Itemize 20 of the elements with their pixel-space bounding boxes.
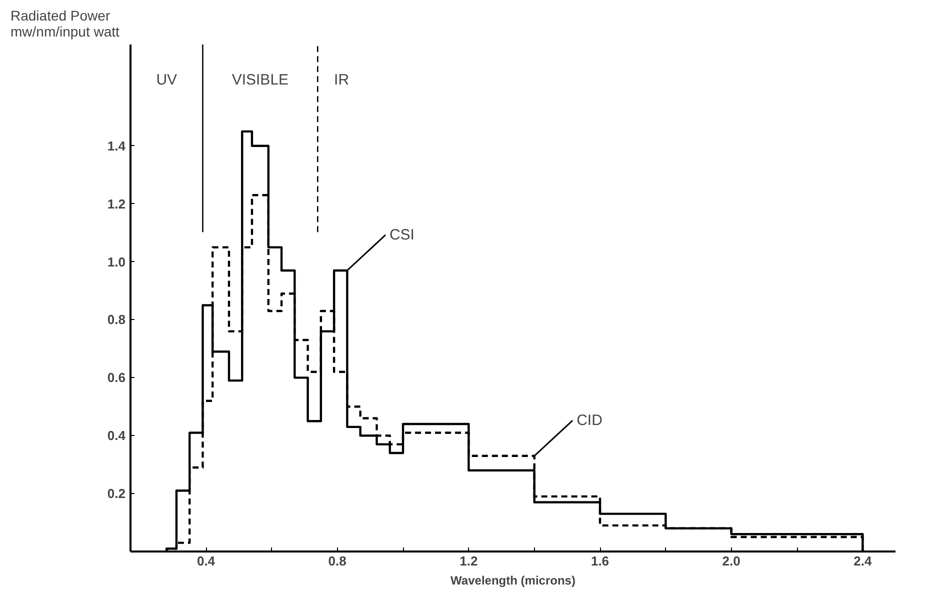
x-axis-title: Wavelength (microns)	[450, 574, 576, 588]
y-tick-label: 1.2	[107, 196, 126, 212]
y-tick-label: 0.6	[107, 370, 126, 386]
annotation: UV	[156, 71, 178, 88]
x-tick-label: 1.2	[460, 554, 478, 568]
annotation: CID	[576, 412, 603, 429]
y-tick-label: 0.8	[107, 312, 126, 328]
y-tick-label: 0.4	[107, 428, 126, 444]
y-tick-label: 1.0	[107, 254, 126, 270]
x-tick-label: 0.4	[196, 554, 216, 568]
x-tick-label: 2.4	[854, 554, 872, 568]
x-tick-label: 0.8	[328, 554, 346, 568]
x-tick-label: 1.6	[590, 554, 610, 568]
y-axis-title: Radiated Power mw/nm/input watt	[10, 8, 120, 40]
y-tick-label: 0.2	[107, 486, 126, 502]
annotation: CSI	[389, 226, 414, 244]
y-tick-label: 1.4	[107, 138, 126, 154]
annotation: IR	[334, 71, 350, 88]
annotation: VISIBLE	[232, 71, 289, 88]
x-tick-label: 2.0	[722, 554, 740, 568]
